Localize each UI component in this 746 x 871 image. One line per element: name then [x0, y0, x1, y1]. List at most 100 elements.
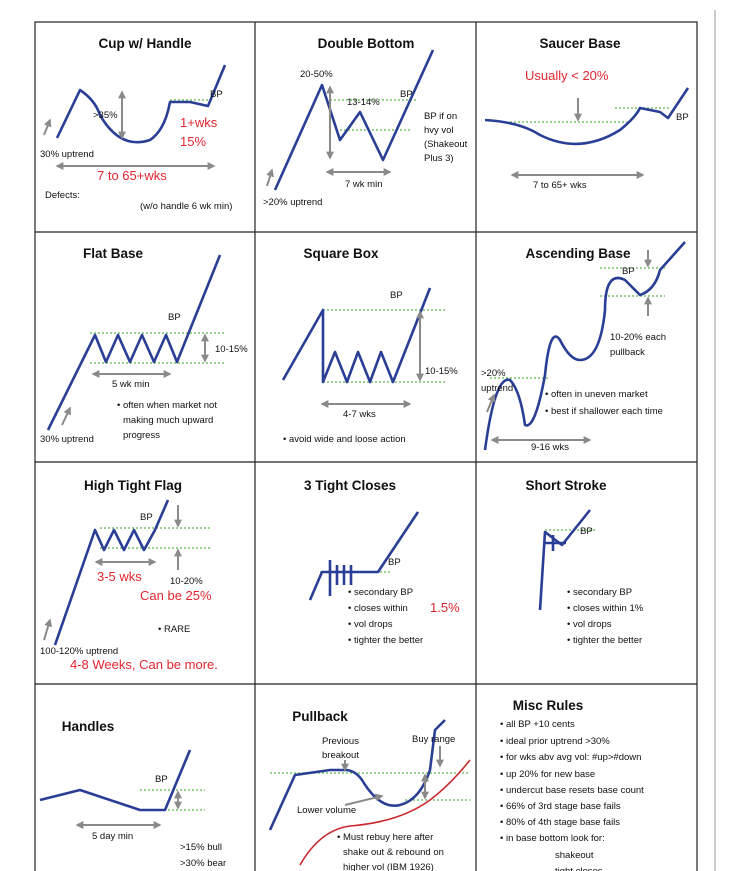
- label: 15%: [180, 134, 206, 149]
- label: 10-15%: [215, 344, 248, 355]
- arrow: [344, 793, 384, 806]
- moving-average: [299, 759, 471, 866]
- label: 20-50%: [300, 69, 333, 80]
- grid: [34, 10, 716, 871]
- arrow: [266, 168, 274, 187]
- label: BP: [580, 526, 593, 537]
- label: • tighter the better: [348, 635, 423, 646]
- price-line: [483, 241, 686, 451]
- label: • for wks abv avg vol: #up>#down: [500, 752, 641, 763]
- price-line: [53, 499, 170, 646]
- closes: [328, 560, 353, 596]
- label: • up 20% for new base: [500, 769, 595, 780]
- label: 5 day min: [92, 831, 133, 842]
- label: • undercut base resets base count: [500, 785, 644, 796]
- label: 9-16 wks: [531, 442, 569, 453]
- label: 7 to 65+ wks: [533, 180, 587, 191]
- label: 100-120% uptrend: [40, 646, 118, 657]
- label: shakeout: [555, 850, 594, 861]
- label: (Shakeout: [424, 139, 468, 150]
- label: uptrend: [481, 383, 513, 394]
- label: • closes within 1%: [567, 603, 644, 614]
- cell-title: Handles: [62, 719, 115, 734]
- label: 3-5 wks: [97, 569, 142, 584]
- label: • 66% of 3rd stage base fails: [500, 801, 621, 812]
- label: pullback: [610, 347, 645, 358]
- label: BP if on: [424, 111, 457, 122]
- label: 30% uptrend: [40, 149, 94, 160]
- label: >20% uptrend: [263, 197, 322, 208]
- price-line: [55, 64, 227, 144]
- label: Buy range: [412, 734, 455, 745]
- label: BP: [155, 774, 168, 785]
- label: making much upward: [123, 415, 213, 426]
- label: • closes within: [348, 603, 408, 614]
- label: • secondary BP: [348, 587, 413, 598]
- label: • vol drops: [567, 619, 612, 630]
- label: 10-20% each: [610, 332, 666, 343]
- label: BP: [676, 112, 689, 123]
- cell-title: Short Stroke: [525, 478, 607, 493]
- label: • Must rebuy here after: [337, 832, 433, 843]
- label: BP: [168, 312, 181, 323]
- label: >30% bear: [180, 858, 226, 869]
- label: Lower volume: [297, 805, 356, 816]
- label: >35%: [93, 110, 118, 121]
- cell-title: Misc Rules: [513, 698, 584, 713]
- label: tight closes: [555, 866, 603, 871]
- label: 1.5%: [430, 600, 460, 615]
- closes: [545, 535, 566, 551]
- label: >15% bull: [180, 842, 222, 853]
- label: 5 wk min: [112, 379, 149, 390]
- label: • ideal prior uptrend >30%: [500, 736, 610, 747]
- cell-title: Cup w/ Handle: [98, 36, 191, 51]
- label: • vol drops: [348, 619, 393, 630]
- label: Can be 25%: [140, 588, 212, 603]
- label: 13-14%: [347, 97, 380, 108]
- label: >20%: [481, 368, 506, 379]
- cell-title: High Tight Flag: [84, 478, 182, 493]
- label: • often when market not: [117, 400, 217, 411]
- frame: [34, 21, 698, 871]
- price-line: [281, 287, 432, 384]
- label: hvy vol: [424, 125, 454, 136]
- arrow: [486, 393, 496, 413]
- cell-title: Double Bottom: [318, 36, 415, 51]
- labels: Cup w/ Handle BP >35% 1+wks 15% 30% uptrend 7 …: [40, 36, 689, 871]
- label: BP: [140, 512, 153, 523]
- label: • best if shallower each time: [545, 406, 663, 417]
- label: • tighter the better: [567, 635, 642, 646]
- price-line: [273, 49, 435, 191]
- label: progress: [123, 430, 160, 441]
- label: 4-7 wks: [343, 409, 376, 420]
- label: • often in uneven market: [545, 389, 648, 400]
- label: • secondary BP: [567, 587, 632, 598]
- label: • 80% of 4th stage base fails: [500, 817, 620, 828]
- cell-title: Flat Base: [83, 246, 144, 261]
- label: BP: [400, 89, 413, 100]
- label: • RARE: [158, 624, 190, 635]
- label: 4-8 Weeks, Can be more.: [70, 657, 218, 672]
- label: Usually < 20%: [525, 68, 609, 83]
- label: BP: [388, 557, 401, 568]
- label: BP: [390, 290, 403, 301]
- price-line: [484, 87, 690, 146]
- label: (w/o handle 6 wk min): [140, 201, 232, 212]
- label: 30% uptrend: [40, 434, 94, 445]
- label: • all BP +10 cents: [500, 719, 575, 730]
- label: breakout: [322, 750, 359, 761]
- cell-title: Pullback: [292, 709, 348, 724]
- label: higher vol (IBM 1926): [343, 862, 434, 871]
- label: BP: [622, 266, 635, 277]
- cell-title: 3 Tight Closes: [304, 478, 396, 493]
- shapes: [39, 49, 690, 866]
- cell-title: Ascending Base: [525, 246, 631, 261]
- label: Plus 3): [424, 153, 454, 164]
- label: 1+wks: [180, 115, 218, 130]
- label: Defects:: [45, 190, 80, 201]
- arrow: [43, 618, 52, 641]
- cell-title: Square Box: [303, 246, 379, 261]
- label: 10-15%: [425, 366, 458, 377]
